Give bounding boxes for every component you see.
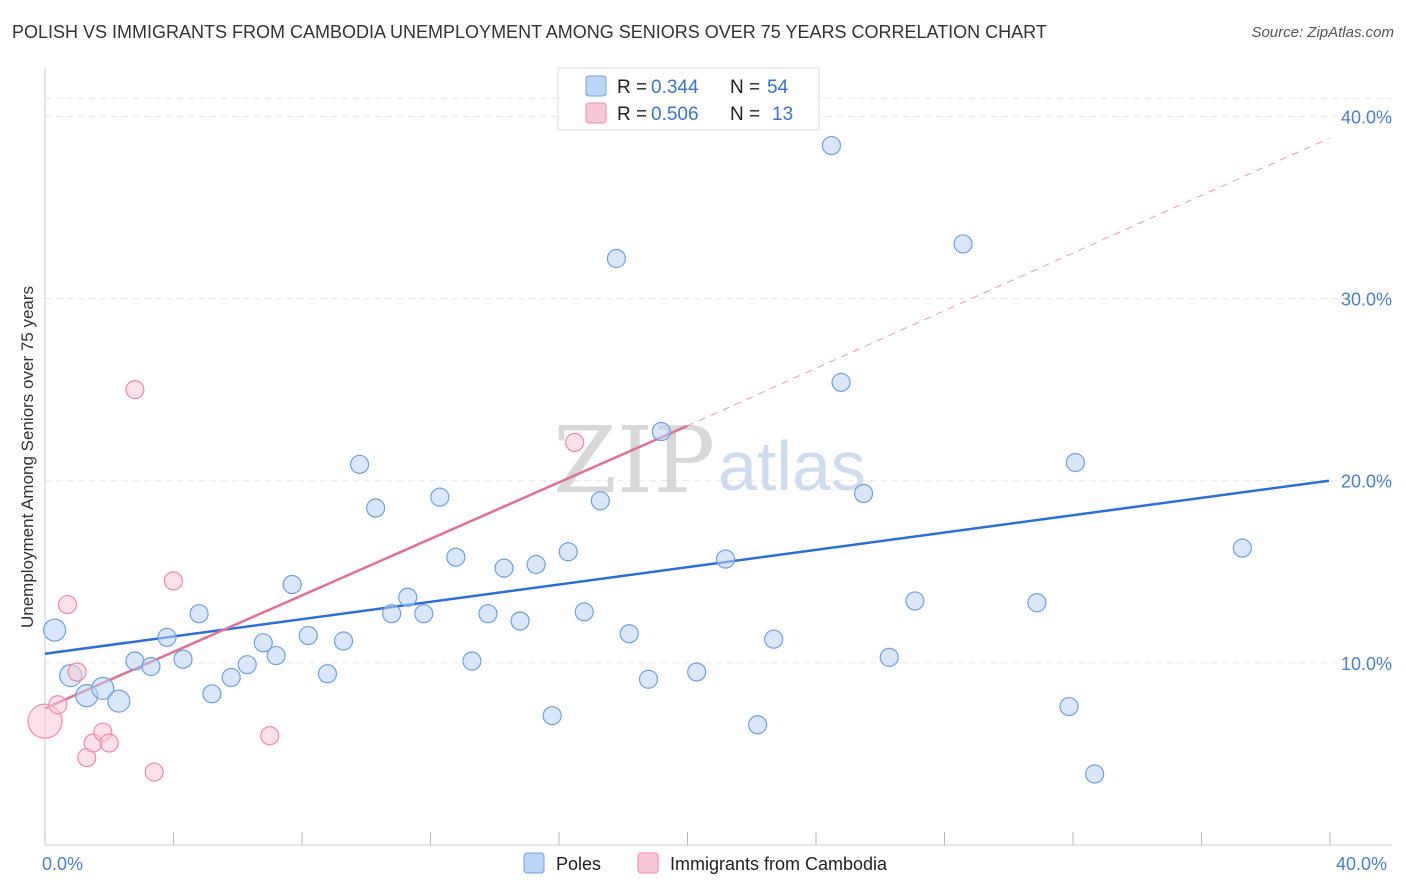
y-tick-label-10: 10.0% — [1341, 654, 1392, 674]
point-cambodia — [125, 380, 145, 400]
data-points — [27, 135, 1252, 784]
legend-r-value-1: 0.344 — [651, 77, 699, 98]
y-tick-label-40: 40.0% — [1341, 107, 1392, 127]
point-poles — [221, 667, 241, 688]
point-poles — [202, 684, 222, 704]
point-poles — [606, 248, 626, 269]
point-poles — [590, 491, 610, 511]
point-poles — [398, 587, 418, 607]
point-cambodia — [163, 571, 183, 591]
point-poles — [687, 662, 707, 682]
point-poles — [266, 645, 286, 666]
point-poles — [382, 604, 402, 624]
bottom-legend: Poles Immigrants from Cambodia — [523, 852, 888, 874]
point-poles — [282, 574, 302, 595]
legend-n-label-2: N = — [730, 104, 760, 125]
x-ticks — [44, 832, 1331, 845]
point-poles — [558, 542, 578, 562]
x-tick-label-max: 40.0% — [1336, 854, 1387, 874]
y-axis-title: Unemployment Among Seniors over 75 years — [18, 286, 37, 628]
point-poles — [253, 633, 273, 653]
point-poles — [349, 454, 370, 474]
point-poles — [953, 234, 973, 254]
point-poles — [853, 483, 874, 504]
point-poles — [821, 135, 842, 156]
watermark-atlas: atlas — [718, 427, 866, 505]
point-poles — [619, 624, 639, 644]
point-poles — [125, 651, 145, 671]
y-tick-label-20: 20.0% — [1341, 472, 1392, 492]
point-poles — [905, 591, 925, 611]
bottom-legend-swatch-poles — [523, 852, 545, 874]
point-poles — [333, 631, 354, 651]
point-poles — [1065, 452, 1086, 473]
legend-swatch-cambodia — [585, 102, 607, 124]
point-poles — [831, 372, 851, 392]
point-poles — [748, 715, 768, 735]
legend-n-value-2: 13 — [772, 104, 793, 125]
trend-line-poles — [44, 479, 1330, 655]
trend-line-cambodia-extension — [686, 137, 1330, 427]
legend-r-value-2: 0.506 — [651, 104, 699, 125]
point-poles — [764, 629, 784, 649]
watermark: ZIP atlas — [553, 407, 866, 514]
y-tick-labels: 10.0% 20.0% 30.0% 40.0% — [1341, 107, 1392, 673]
point-poles — [494, 558, 514, 578]
point-poles — [1027, 593, 1047, 613]
point-poles — [366, 498, 386, 518]
point-poles — [879, 647, 899, 667]
point-poles — [446, 547, 466, 567]
point-cambodia — [67, 662, 87, 682]
point-poles — [1085, 764, 1105, 784]
point-poles — [478, 604, 498, 624]
point-poles — [542, 706, 562, 726]
bottom-legend-label-poles: Poles — [556, 854, 601, 874]
point-poles — [173, 649, 193, 669]
legend-swatch-poles — [585, 75, 607, 97]
point-cambodia — [48, 695, 68, 715]
point-poles — [510, 611, 530, 631]
point-poles — [1059, 696, 1079, 717]
point-poles — [414, 604, 434, 624]
legend-n-label-1: N = — [730, 77, 760, 98]
bottom-legend-swatch-cambodia — [637, 852, 659, 874]
x-tick-label-min: 0.0% — [42, 854, 83, 874]
point-poles — [141, 656, 161, 677]
point-poles — [715, 549, 736, 569]
point-poles — [43, 618, 67, 642]
grid — [45, 97, 1392, 664]
legend-r-label-1: R = — [617, 77, 647, 98]
point-poles — [651, 421, 671, 442]
point-cambodia — [260, 726, 280, 746]
legend-r-label-2: R = — [617, 104, 647, 125]
point-poles — [317, 664, 338, 684]
point-poles — [237, 655, 257, 675]
point-poles — [189, 604, 209, 624]
point-poles — [638, 669, 659, 689]
point-cambodia — [144, 762, 164, 782]
point-poles — [462, 651, 482, 671]
point-poles — [107, 689, 131, 713]
point-poles — [430, 487, 450, 507]
chart-title: POLISH VS IMMIGRANTS FROM CAMBODIA UNEMP… — [12, 22, 1047, 42]
point-poles — [298, 625, 318, 646]
point-cambodia — [57, 594, 78, 615]
point-poles — [157, 627, 177, 647]
point-poles — [91, 676, 115, 700]
point-poles — [574, 602, 594, 622]
bottom-legend-label-cambodia: Immigrants from Cambodia — [670, 854, 888, 874]
point-cambodia — [565, 432, 585, 453]
legend: R = 0.344 N = 54 R = 0.506 N = 13 — [557, 67, 820, 131]
point-poles — [1232, 538, 1252, 558]
legend-n-value-1: 54 — [767, 77, 789, 98]
y-tick-label-30: 30.0% — [1341, 290, 1392, 310]
point-poles — [526, 554, 546, 575]
watermark-zip: ZIP — [553, 407, 715, 514]
source-label: Source: ZipAtlas.com — [1251, 24, 1394, 41]
point-cambodia — [99, 733, 119, 753]
